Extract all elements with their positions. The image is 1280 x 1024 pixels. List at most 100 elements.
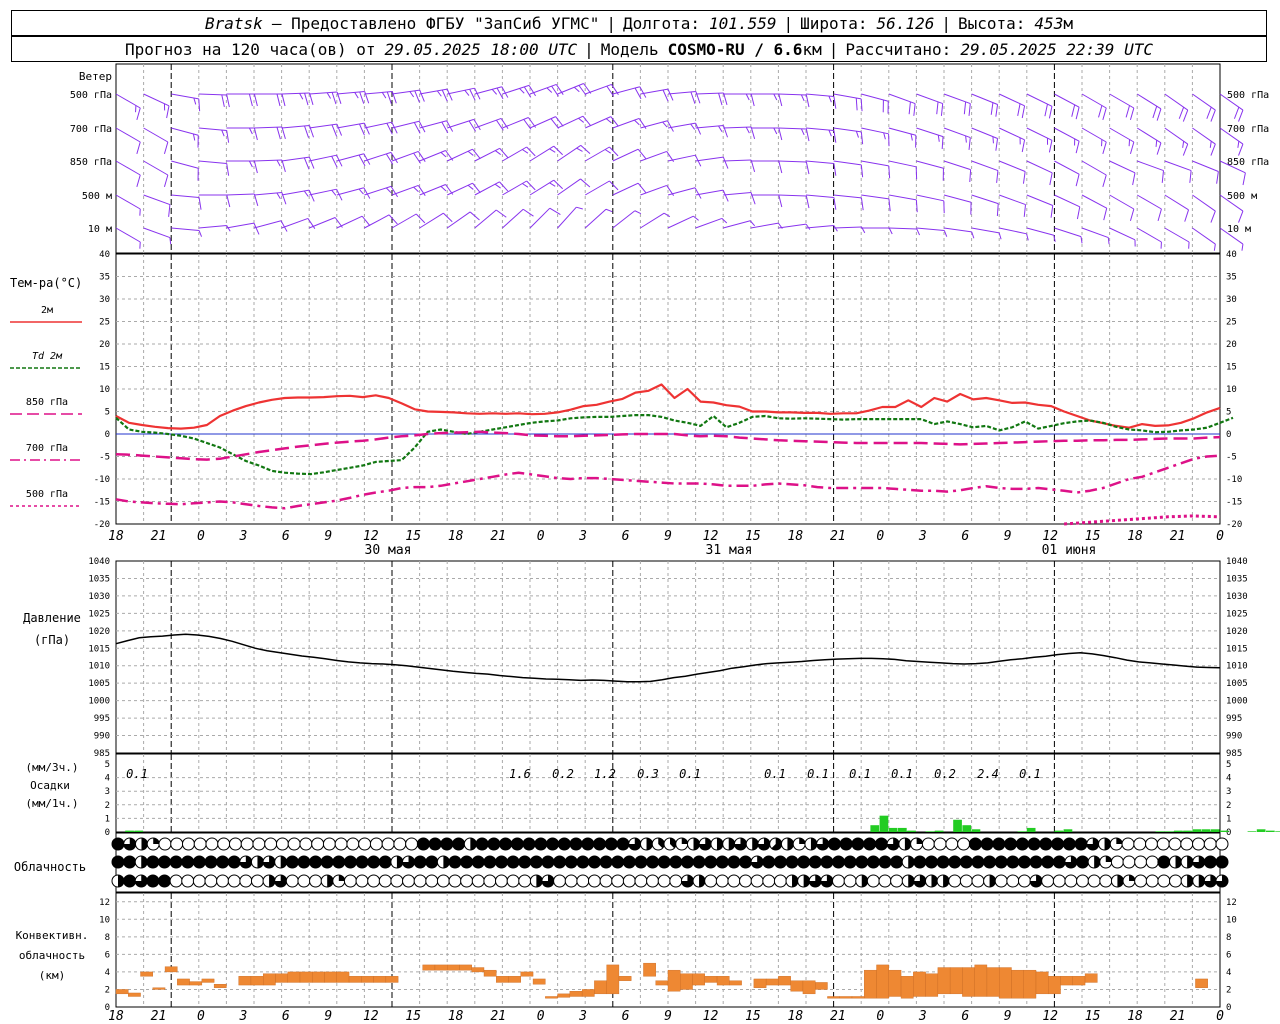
press-tick-left: 1005	[88, 679, 110, 689]
cloud-cover-icon	[216, 874, 230, 888]
wind-barb-feather	[965, 135, 967, 143]
cloud-icon-ring	[192, 874, 206, 888]
precip-bar	[1063, 829, 1073, 832]
cloud-cover-icon	[1215, 874, 1229, 888]
conv-bar	[336, 971, 350, 983]
hour-tick-label: 15	[745, 529, 761, 544]
conv-bar	[385, 976, 399, 983]
cloud-cover-icon	[240, 837, 254, 851]
wind-barb-staff	[1164, 127, 1189, 145]
cloud-icon-full	[971, 856, 984, 868]
cloud-cover-icon	[804, 837, 818, 851]
conv-bar	[287, 971, 301, 983]
wind-barb-feather	[908, 101, 911, 115]
press-tick-right: 990	[1226, 732, 1242, 742]
wind-barb-staff	[971, 160, 999, 172]
wind-barb-feather	[331, 124, 338, 137]
cloud-cover-icon	[448, 855, 462, 869]
wind-barb-staff	[1026, 194, 1053, 206]
cloud-cover-icon	[855, 874, 869, 888]
wind-barb-staff	[1192, 194, 1216, 212]
cloud-icon-fill	[396, 855, 403, 868]
cloud-icon-fill	[1187, 856, 1194, 868]
hour-tick-label: 0	[876, 529, 884, 544]
cloud-cover-icon	[913, 855, 927, 869]
cloud-icon-ring	[762, 874, 776, 888]
wind-barb-feather	[583, 83, 592, 94]
wind-barb-feather	[833, 96, 837, 109]
cloud-icon-fill	[693, 838, 700, 850]
precip-bar	[879, 815, 889, 832]
temp-tick-left: 0	[105, 430, 110, 440]
cloud-cover-icon	[239, 874, 253, 888]
wind-barb-staff	[584, 208, 607, 229]
cloud-icon-ring	[1180, 837, 1194, 851]
cloud-cover-icon	[440, 837, 454, 851]
conv-bar	[483, 969, 497, 977]
wind-barb-feather	[778, 194, 783, 208]
separator: |	[783, 13, 794, 33]
cloud-cover-icon	[959, 855, 973, 869]
wind-barb-feather	[499, 147, 509, 158]
wind-barb-staff	[1081, 127, 1107, 143]
cloud-cover-icon	[1051, 837, 1065, 851]
wind-barb-feather	[1237, 141, 1240, 148]
wind-barb-staff	[723, 159, 752, 162]
cloud-cover-icon	[832, 874, 846, 888]
cloud-icon-full	[414, 856, 427, 868]
cloud-icon-full	[693, 856, 706, 868]
wind-barb-feather	[778, 160, 783, 174]
cloud-icon-full	[969, 838, 982, 850]
cloud-icon-full	[1204, 856, 1217, 868]
wind-barb-feather	[773, 127, 778, 135]
conv-bar	[1060, 976, 1073, 986]
wind-barb-feather	[634, 210, 642, 215]
cloud-cover-icon	[611, 874, 625, 888]
wind-barb-feather	[860, 164, 864, 178]
cloud-cover-icon	[541, 874, 555, 888]
cloud-cover-icon	[146, 855, 160, 869]
wind-barb-feather	[998, 232, 1002, 240]
cloud-cover-icon	[564, 874, 578, 888]
cloud-icon-ring	[1145, 874, 1159, 888]
wind-barb-feather	[860, 197, 864, 211]
cloud-icon-full	[499, 838, 512, 850]
wind-barb-feather	[749, 220, 756, 227]
conv-bar	[667, 969, 681, 992]
wind-barb-feather	[494, 183, 501, 189]
cloud-icon-full	[425, 856, 438, 868]
cloud-icon-full	[321, 856, 334, 868]
cloud-cover-icon	[157, 855, 171, 869]
wind-barb-feather	[828, 129, 832, 137]
cloud-cover-icon	[436, 874, 450, 888]
precip-total-label: 1.2	[594, 767, 616, 781]
cloud-icon-full	[429, 838, 442, 850]
wind-barb-feather	[1216, 171, 1219, 184]
cloud-cover-icon	[992, 837, 1006, 851]
cloud-cover-icon	[704, 855, 718, 869]
conv-bar	[1011, 969, 1024, 999]
conv-bar	[913, 971, 926, 997]
cloud-icon-ring	[1157, 874, 1171, 888]
precip-total-label: 0.1	[126, 767, 148, 781]
cloud-icon-full	[216, 856, 229, 868]
wind-barb-staff	[419, 184, 446, 196]
cloud-icon-fill	[541, 875, 554, 888]
cloud-cover-icon	[322, 837, 336, 851]
wind-barb-feather	[499, 181, 509, 192]
longitude-label: Долгота:	[622, 13, 701, 33]
cloud-cover-icon	[680, 874, 694, 888]
cloud-icon-fill	[908, 875, 915, 887]
wind-barb-feather	[690, 123, 696, 130]
station-name: Bratsk	[205, 13, 263, 33]
cloud-cover-icon	[816, 837, 830, 851]
cloud-cover-icon	[250, 874, 264, 888]
cloud-cover-icon	[983, 855, 997, 869]
wind-barb-feather	[390, 186, 399, 198]
cloud-cover-icon	[1064, 855, 1078, 869]
conv-bar	[520, 971, 534, 977]
cloud-icon-fill	[699, 838, 712, 850]
wind-barb-feather	[1044, 103, 1048, 117]
wind-barb-staff	[171, 93, 199, 100]
conv-bar	[312, 971, 325, 983]
